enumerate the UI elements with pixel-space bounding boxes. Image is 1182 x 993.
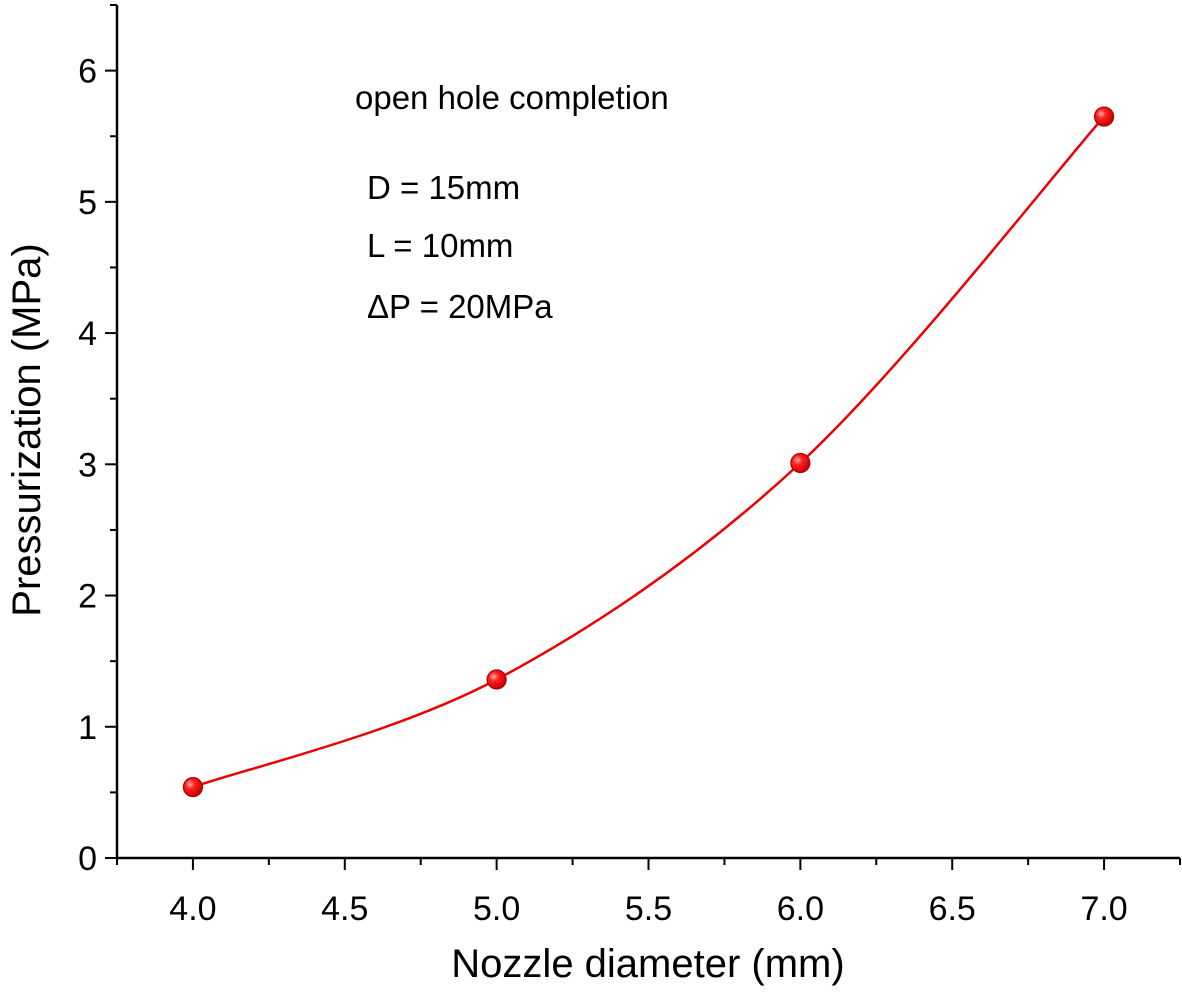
annotation-dp: ΔP = 20MPa (367, 288, 553, 325)
y-tick-label: 2 (78, 578, 97, 616)
annotation-d: D = 15mm (367, 169, 520, 206)
x-tick-label: 4.5 (321, 890, 368, 928)
y-tick-label: 3 (78, 446, 97, 484)
data-point (182, 777, 204, 798)
x-tick-label: 6.0 (777, 890, 824, 928)
y-tick-label: 0 (78, 840, 97, 878)
y-tick-label: 6 (78, 53, 97, 91)
data-point (790, 452, 811, 474)
x-tick-label: 5.0 (473, 890, 520, 928)
y-axis-title: Pressurization (MPa) (5, 243, 49, 616)
y-tick-label: 4 (78, 315, 97, 353)
axes: 0 1 2 3 4 5 6 4.0 4.5 5.0 5.5 6.0 6.5 7.0 (78, 4, 1181, 928)
data-point (486, 669, 507, 690)
x-tick-label: 4.0 (169, 890, 216, 928)
annotation-completion: open hole completion (355, 79, 669, 116)
annotations: open hole completion D = 15mm L = 10mm Δ… (355, 79, 669, 325)
series (182, 106, 1115, 798)
x-tick-label: 5.5 (625, 890, 672, 928)
x-tick-label: 7.0 (1080, 890, 1127, 928)
y-tick-label: 5 (78, 184, 97, 222)
data-point (1093, 106, 1115, 127)
x-tick-label: 6.5 (929, 890, 976, 928)
y-tick-label: 1 (78, 709, 97, 747)
series-line (192, 115, 1106, 789)
x-axis-title: Nozzle diameter (mm) (451, 942, 844, 986)
annotation-l: L = 10mm (367, 227, 513, 264)
